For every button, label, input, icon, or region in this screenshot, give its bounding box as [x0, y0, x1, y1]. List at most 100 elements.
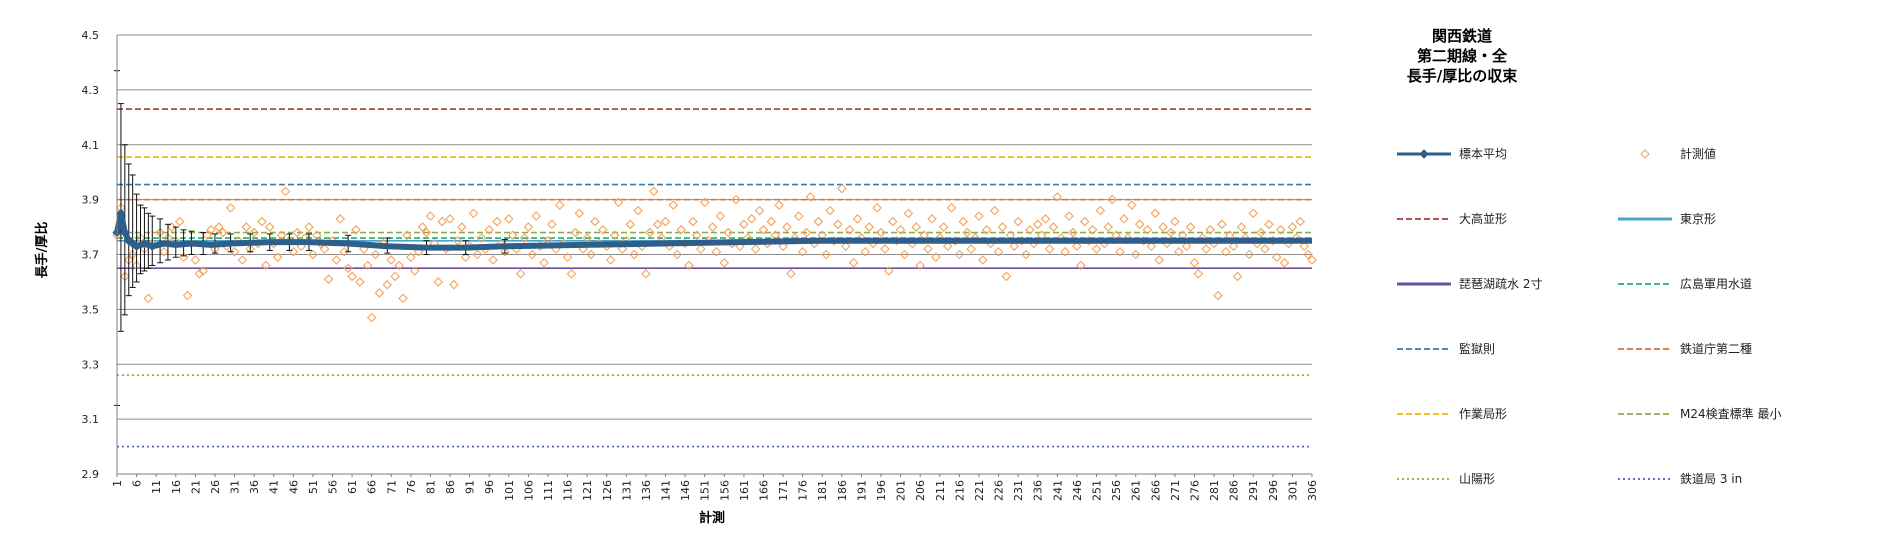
y-tick-label-4.3: 4.3 — [82, 84, 100, 97]
measurement-marker-200 — [899, 249, 910, 260]
measurement-marker-249 — [1091, 244, 1102, 254]
measurement-marker-237 — [1044, 244, 1055, 254]
measurement-marker-171 — [786, 268, 796, 279]
measurement-marker-195 — [880, 244, 890, 254]
measurement-marker-37 — [261, 260, 271, 271]
y-tick-labels: 2.9 3.1 3.3 3.5 3.7 3.9 4.1 4.3 4.5 — [82, 29, 100, 481]
measurement-marker-210 — [938, 222, 949, 232]
measurement-marker-74 — [406, 252, 416, 263]
measurement-marker-87 — [457, 222, 467, 232]
y-tick-label-3.9: 3.9 — [82, 194, 100, 207]
measurement-marker-99 — [504, 214, 514, 224]
measurement-marker-112 — [554, 200, 565, 210]
measurement-marker-272 — [1181, 241, 1192, 252]
measurement-marker-110 — [547, 219, 557, 230]
measurement-marker-58 — [343, 263, 353, 273]
measurement-marker-173 — [793, 211, 804, 221]
measurement-marker-206 — [923, 244, 933, 254]
measurement-marker-303 — [1303, 249, 1313, 260]
measurement-marker-82 — [437, 216, 447, 227]
legend-swatch-measurement — [1640, 149, 1650, 159]
measurement-marker-131 — [629, 249, 639, 260]
measurement-marker-71 — [394, 260, 404, 271]
x-tick-label-116: 116 — [562, 480, 575, 501]
measurement-marker-274 — [1189, 257, 1200, 268]
measurement-marker-178 — [813, 216, 824, 227]
y-axis-title: 長手/厚比 — [34, 222, 50, 279]
x-tick-label-16: 16 — [170, 480, 183, 494]
x-tick-label-261: 261 — [1130, 480, 1143, 501]
measurement-marker-289 — [1248, 208, 1259, 219]
chart-title-line-1: 関西鉄道 — [1432, 27, 1492, 45]
x-tick-label-186: 186 — [836, 480, 849, 501]
measurement-marker-75 — [409, 266, 420, 276]
measurement-marker-32 — [241, 222, 252, 232]
measurement-marker-61 — [355, 277, 365, 287]
measurement-marker-214 — [954, 249, 965, 260]
measurement-marker-135 — [645, 227, 655, 238]
measurement-marker-145 — [684, 260, 694, 271]
measurement-marker-174 — [797, 246, 808, 257]
measurement-marker-105 — [527, 249, 538, 260]
y-tick-label-3.5: 3.5 — [82, 303, 100, 316]
measurement-marker-137 — [652, 219, 663, 230]
x-tick-label-21: 21 — [189, 480, 202, 494]
x-tick-label-241: 241 — [1051, 480, 1064, 501]
x-tick-label-286: 286 — [1228, 480, 1241, 501]
measurement-marker-221 — [982, 225, 992, 235]
measurement-marker-284 — [1228, 241, 1239, 252]
y-tick-label-4.5: 4.5 — [82, 29, 100, 42]
measurement-marker-29 — [229, 246, 240, 257]
measurement-marker-128 — [617, 244, 628, 254]
legend-label-4: 琵琶湖疏水 2寸 — [1459, 276, 1542, 291]
measurement-marker-23 — [206, 225, 216, 235]
measurement-marker-270 — [1174, 246, 1184, 257]
measurement-marker-181 — [825, 205, 835, 216]
x-tick-label-141: 141 — [660, 480, 673, 501]
measurement-marker-94 — [484, 225, 494, 235]
measurement-marker-293 — [1264, 219, 1274, 230]
measurement-marker-220 — [978, 255, 988, 265]
measurement-marker-268 — [1166, 227, 1176, 238]
measurement-marker-152 — [711, 246, 722, 257]
measurement-marker-147 — [692, 230, 702, 241]
measurement-marker-259 — [1130, 249, 1141, 260]
measurement-marker-175 — [801, 227, 812, 238]
measurement-marker-143 — [676, 225, 686, 235]
measurement-marker-19 — [190, 255, 201, 265]
x-tick-label-246: 246 — [1071, 480, 1084, 501]
measurement-marker-260 — [1134, 219, 1145, 230]
measurement-marker-96 — [492, 216, 502, 227]
measurement-marker-33 — [245, 244, 255, 254]
legend-label-8: 作業局形 — [1459, 407, 1507, 421]
measurement-marker-57 — [339, 246, 350, 257]
measurement-marker-132 — [633, 205, 643, 216]
measurement-marker-21 — [198, 266, 208, 276]
x-tick-label-306: 306 — [1306, 480, 1319, 501]
measurement-marker-88 — [460, 252, 471, 263]
x-tick-label-216: 216 — [953, 480, 966, 501]
measurement-marker-17 — [182, 290, 193, 301]
measurement-marker-38 — [265, 222, 275, 232]
legend-label-11: 鉄道局 3 in — [1680, 471, 1742, 486]
axes — [116, 35, 1312, 475]
measurement-marker-258 — [1126, 200, 1137, 210]
measurement-marker-211 — [942, 241, 953, 252]
measurement-marker-285 — [1232, 271, 1243, 282]
measurement-marker-102 — [515, 268, 526, 279]
measurement-marker-73 — [402, 230, 412, 241]
measurement-marker-63 — [362, 260, 373, 271]
x-tick-label-131: 131 — [620, 480, 633, 501]
measurement-marker-194 — [876, 227, 886, 238]
measurement-marker-151 — [707, 222, 718, 232]
measurement-marker-208 — [931, 252, 941, 263]
legend-label-6: 監獄則 — [1459, 341, 1495, 356]
mean-line — [114, 210, 1312, 251]
x-tick-label-101: 101 — [503, 480, 516, 501]
measurement-marker-11 — [159, 246, 169, 257]
measurement-marker-125 — [605, 255, 616, 265]
measurement-marker-91 — [472, 249, 483, 260]
measurement-marker-296 — [1275, 225, 1286, 235]
